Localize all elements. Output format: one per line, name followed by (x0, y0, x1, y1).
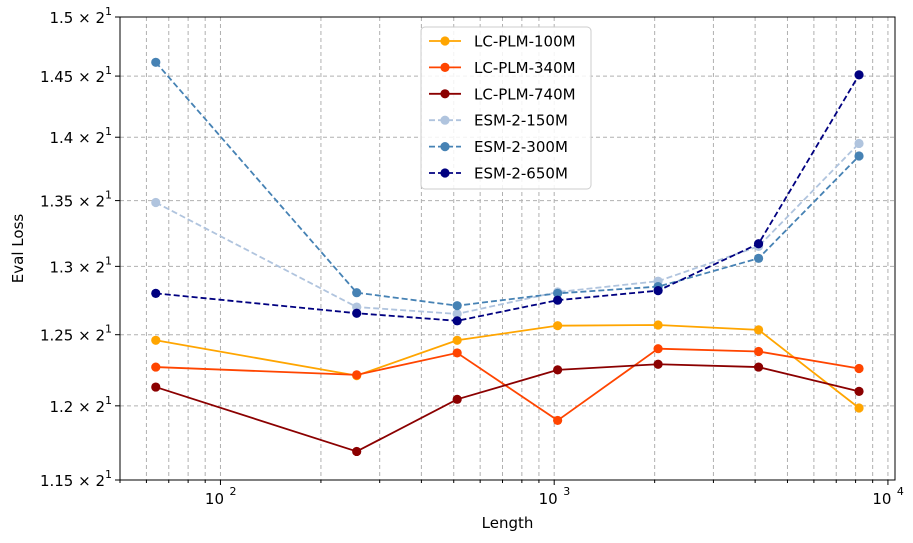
data-point (653, 359, 663, 369)
x-axis-ticks: 10 2 10 3 10 4 (119, 480, 904, 508)
legend-marker (440, 168, 450, 178)
y-tick-label: 1.25 × 2 (40, 327, 105, 345)
x-tick-exponent: 2 (229, 485, 236, 498)
y-tick-exponent: 1 (105, 5, 112, 18)
x-tick-label: 10 (539, 490, 558, 508)
data-point (854, 70, 864, 80)
legend-marker (440, 115, 450, 125)
data-point (553, 415, 563, 426)
x-axis-label: Length (482, 514, 534, 532)
data-point (352, 308, 362, 318)
plot-frame (119, 16, 896, 481)
data-point (553, 365, 563, 375)
y-tick-label: 1.35 × 2 (40, 193, 105, 211)
legend-marker (440, 89, 450, 99)
legend: LC-PLM-100M LC-PLM-340M LC-PLM-740M ESM-2-1… (420, 26, 592, 190)
data-point (452, 301, 462, 311)
legend-label: ESM-2-300M (474, 138, 568, 156)
data-point (452, 316, 462, 326)
y-tick-label: 1.15 × 2 (40, 472, 105, 490)
y-tick-exponent: 1 (105, 64, 112, 77)
data-point (151, 288, 161, 298)
data-point (854, 403, 864, 413)
legend-box (420, 26, 592, 190)
x-tick-exponent: 3 (563, 485, 570, 498)
data-point (653, 344, 663, 354)
data-point (753, 253, 764, 263)
legend-item: LC-PLM-100M (429, 33, 576, 51)
legend-label: LC-PLM-340M (474, 59, 576, 77)
legend-label: LC-PLM-740M (474, 85, 576, 103)
data-point (452, 309, 462, 319)
data-point (151, 197, 161, 208)
legend-label: ESM-2-650M (474, 165, 568, 183)
legend-item: LC-PLM-740M (429, 85, 576, 103)
y-tick-exponent: 1 (105, 254, 112, 267)
data-point (151, 57, 161, 67)
data-point (854, 363, 864, 374)
x-tick-label: 10 (872, 490, 891, 508)
y-tick-label: 1.3 × 2 (49, 258, 105, 276)
data-point (753, 346, 764, 357)
data-point (352, 446, 362, 457)
y-tick-exponent: 1 (105, 394, 112, 407)
legend-item: ESM-2-150M (429, 112, 568, 130)
data-point (452, 335, 462, 345)
data-point (653, 286, 663, 296)
data-point (151, 382, 161, 392)
y-axis-ticks: 11.15 × 211.2 × 211.25 × 211.3 × 211.35 … (40, 5, 120, 490)
legend-marker (440, 142, 450, 152)
series-esm-2-650m (151, 70, 864, 326)
x-tick-label: 10 (205, 490, 224, 508)
data-point (653, 320, 663, 330)
y-tick-exponent: 1 (105, 189, 112, 202)
series-lc-plm-740m (151, 359, 864, 457)
legend-marker (440, 62, 450, 72)
series-layer (151, 57, 864, 457)
data-point (151, 335, 161, 345)
legend-item: LC-PLM-340M (429, 59, 576, 77)
y-tick-label: 1.2 × 2 (49, 398, 105, 416)
data-point (553, 288, 563, 298)
data-point (753, 239, 764, 249)
data-point (452, 394, 462, 404)
data-point (854, 138, 864, 149)
legend-item: ESM-2-300M (429, 138, 568, 156)
y-tick-label: 1.4 × 2 (49, 129, 105, 147)
legend-item: ESM-2-650M (429, 165, 568, 183)
x-tick-exponent: 4 (897, 485, 904, 498)
series-lc-plm-340m (151, 344, 864, 426)
data-point (753, 325, 764, 335)
y-tick-label: 1.45 × 2 (40, 68, 105, 86)
data-point (753, 362, 764, 372)
data-point (854, 151, 864, 161)
data-point (352, 370, 362, 380)
data-point (452, 348, 462, 358)
y-axis-label: Eval Loss (9, 214, 27, 284)
data-point (352, 288, 362, 298)
y-tick-exponent: 1 (105, 323, 112, 336)
legend-label: ESM-2-150M (474, 112, 568, 130)
data-point (151, 362, 161, 372)
legend-marker (440, 36, 450, 46)
data-point (854, 386, 864, 396)
legend-label: LC-PLM-100M (474, 33, 576, 51)
data-point (553, 295, 563, 305)
y-tick-label: 1.5 × 2 (49, 9, 105, 27)
y-tick-exponent: 1 (105, 468, 112, 481)
data-point (553, 321, 563, 331)
y-tick-exponent: 1 (105, 125, 112, 138)
